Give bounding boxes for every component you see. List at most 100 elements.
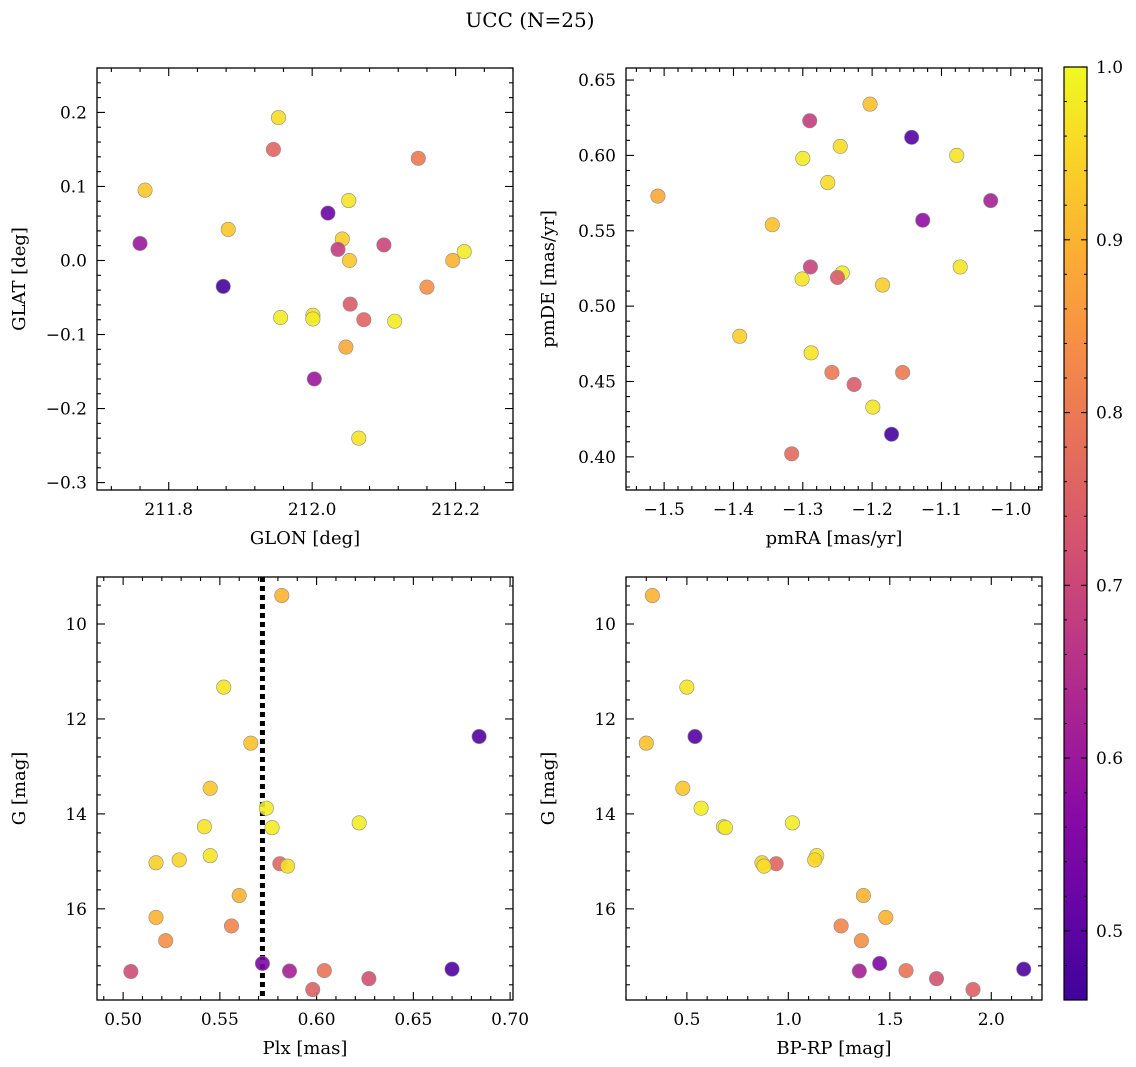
data-point xyxy=(851,963,867,979)
data-point xyxy=(158,933,174,949)
data-point xyxy=(802,259,818,275)
y-tick-label: 16 xyxy=(594,900,616,920)
data-point xyxy=(784,446,800,462)
y-tick-label: 12 xyxy=(594,710,616,730)
data-point xyxy=(330,241,346,257)
data-point xyxy=(794,271,810,287)
x-tick-label: 212.0 xyxy=(288,500,337,520)
data-point xyxy=(898,963,914,979)
y-tick-label: 0.60 xyxy=(578,146,616,166)
panel-glat-vs-glon: 211.8 212.0 212.2 −0.3 −0.2 −0.1 0.0 0.1 0.2 GLON… xyxy=(9,67,514,549)
data-point xyxy=(732,328,748,344)
figure-title: UCC (N=25) xyxy=(465,8,594,32)
data-point xyxy=(376,237,392,253)
plot-frame xyxy=(96,67,514,491)
data-point xyxy=(832,138,848,154)
data-point xyxy=(1016,961,1032,977)
y-tick-label: −0.3 xyxy=(46,474,87,494)
data-point xyxy=(456,244,472,260)
data-point xyxy=(265,141,281,157)
data-point xyxy=(795,150,811,166)
data-point xyxy=(756,858,772,874)
data-point xyxy=(855,888,871,904)
data-point xyxy=(445,252,461,268)
y-tick-label: 12 xyxy=(65,710,87,730)
data-point xyxy=(675,780,691,796)
data-point xyxy=(410,150,426,166)
y-tick-label: 0.1 xyxy=(60,177,87,197)
y-axis-label: pmDE [mas/yr] xyxy=(538,210,559,348)
data-point xyxy=(802,113,818,129)
colorbar-tick-label: 0.5 xyxy=(1096,922,1123,942)
data-point xyxy=(306,371,322,387)
data-point xyxy=(644,588,660,604)
data-point xyxy=(824,364,840,380)
data-point xyxy=(274,588,290,604)
data-point xyxy=(915,212,931,228)
data-point xyxy=(243,735,259,751)
colorbar-gradient xyxy=(1063,66,1088,1001)
data-point xyxy=(829,269,845,285)
data-point xyxy=(846,376,862,392)
data-point xyxy=(895,364,911,380)
data-point xyxy=(693,800,709,816)
data-point xyxy=(820,175,836,191)
data-point xyxy=(196,819,212,835)
colorbar-tick-label: 0.7 xyxy=(1096,576,1123,596)
y-tick-label: −0.1 xyxy=(46,326,87,346)
data-point xyxy=(904,129,920,145)
colorbar: 0.5 0.6 0.7 0.8 0.9 1.0 xyxy=(1063,58,1123,1001)
plot-frame xyxy=(625,67,1043,491)
y-tick-label: 0.2 xyxy=(60,103,87,123)
data-point xyxy=(865,399,881,415)
data-point xyxy=(316,963,332,979)
data-point xyxy=(471,729,487,745)
data-point xyxy=(123,964,139,980)
x-axis-label: BP-RP [mag] xyxy=(776,1038,891,1059)
x-tick-label: 0.70 xyxy=(491,1010,529,1030)
panels: 211.8 212.0 212.2 −0.3 −0.2 −0.1 0.0 0.1 0.2 GLON… xyxy=(9,67,1043,1059)
x-tick-label: 212.2 xyxy=(431,500,480,520)
colorbar-tick-label: 0.6 xyxy=(1096,749,1123,769)
data-point xyxy=(444,961,460,977)
y-tick-label: 10 xyxy=(594,615,616,635)
x-tick-label: −1.0 xyxy=(990,500,1031,520)
y-tick-label: 0.50 xyxy=(578,297,616,317)
data-point xyxy=(387,313,403,329)
data-point xyxy=(342,296,358,312)
data-point xyxy=(137,182,153,198)
data-point xyxy=(320,205,336,221)
y-tick-label: 0.0 xyxy=(60,251,87,271)
data-point xyxy=(983,193,999,209)
x-tick-label: −1.5 xyxy=(643,500,684,520)
data-point xyxy=(338,339,354,355)
data-point xyxy=(878,909,894,925)
x-tick-label: −1.2 xyxy=(851,500,892,520)
y-axis-label: G [mag] xyxy=(538,752,559,825)
data-point xyxy=(215,278,231,294)
x-tick-label: 0.50 xyxy=(104,1010,142,1030)
y-tick-label: 14 xyxy=(594,805,616,825)
data-point xyxy=(884,426,900,442)
x-axis-label: Plx [mas] xyxy=(263,1038,348,1059)
colorbar-tick-label: 1.0 xyxy=(1096,58,1123,78)
data-point xyxy=(270,110,286,126)
data-point xyxy=(650,188,666,204)
data-point xyxy=(341,193,357,209)
data-point xyxy=(282,963,298,979)
x-tick-label: 0.55 xyxy=(201,1010,239,1030)
data-point xyxy=(305,982,321,998)
data-point xyxy=(768,856,784,872)
data-point xyxy=(171,852,187,868)
x-tick-label: −1.1 xyxy=(921,500,962,520)
data-point xyxy=(784,815,800,831)
data-point xyxy=(687,729,703,745)
y-tick-label: 14 xyxy=(65,805,87,825)
colorbar-tick-label: 0.8 xyxy=(1096,404,1123,424)
data-point xyxy=(216,679,232,695)
data-point xyxy=(258,800,274,816)
data-point xyxy=(862,96,878,112)
data-point xyxy=(638,735,654,751)
data-point xyxy=(264,820,280,836)
data-point xyxy=(351,815,367,831)
